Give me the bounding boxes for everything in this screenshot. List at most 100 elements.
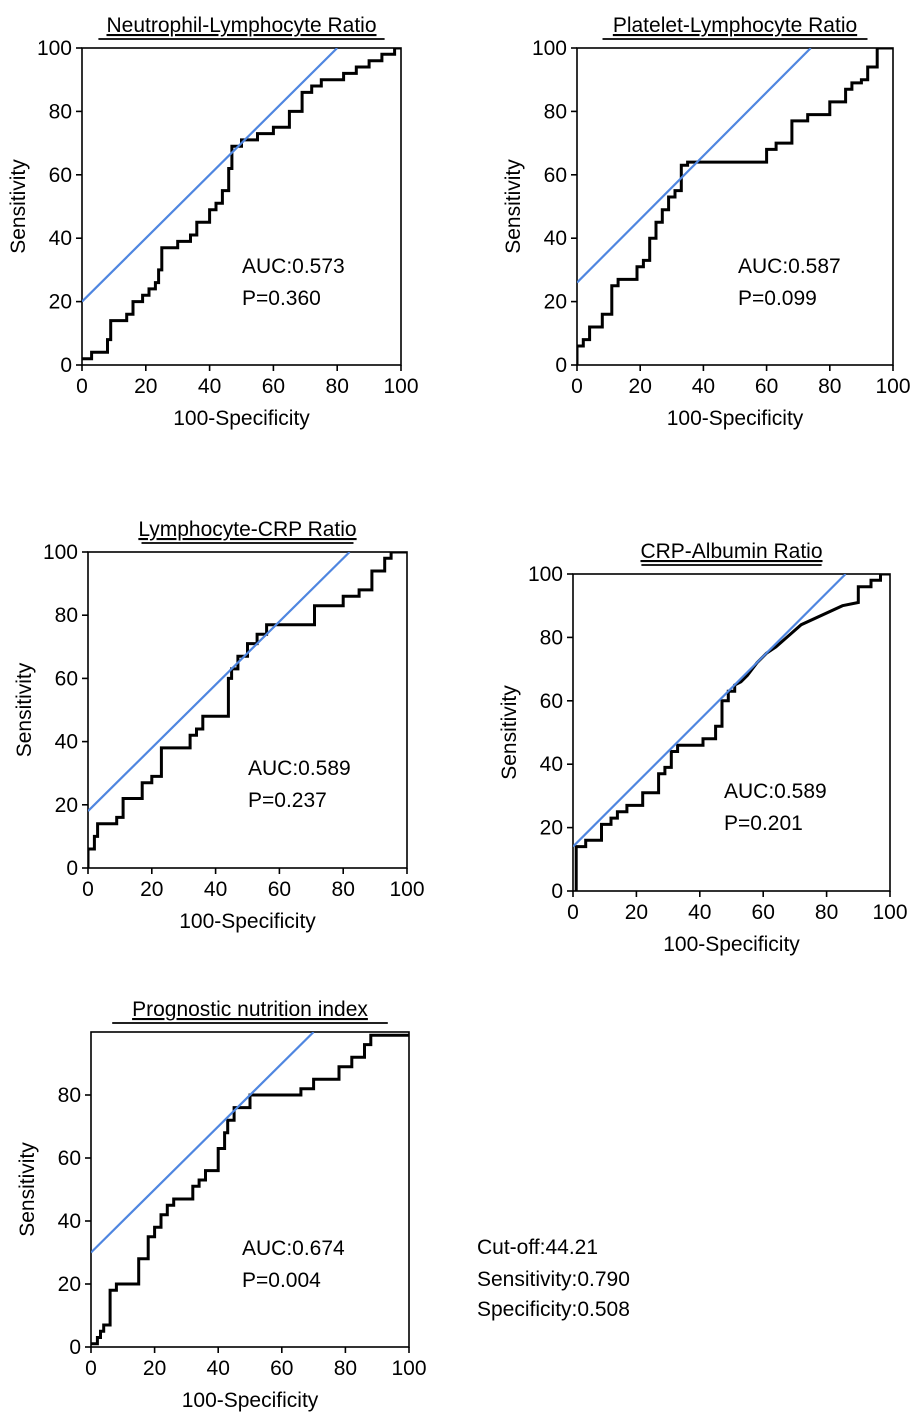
roc-curve	[574, 574, 890, 891]
sensitivity-text: Sensitivity:0.790	[477, 1268, 630, 1291]
reference-line	[82, 48, 338, 303]
chart-title: Prognostic nutrition index	[132, 998, 368, 1021]
y-tick-label: 60	[49, 164, 72, 187]
auc-label: AUC:0.573	[242, 255, 345, 278]
x-tick-label: 80	[326, 375, 349, 398]
roc-panel-5: 0 20 40 60 80 100 0 20 40 60 80 Prognostic nutritio…	[16, 998, 427, 1412]
y-axis-label: Sensitivity	[498, 685, 521, 780]
chart-title: Neutrophil-Lymphocyte Ratio	[106, 14, 376, 37]
y-tick-label: 20	[540, 817, 563, 840]
y-tick-label: 60	[544, 164, 567, 187]
y-axis-label: Sensitivity	[16, 1142, 39, 1237]
auc-label: AUC:0.587	[738, 255, 841, 278]
x-axis-label: 100-Specificity	[173, 407, 310, 430]
p-value-label: P=0.004	[242, 1269, 321, 1292]
y-tick-label: 100	[37, 37, 72, 60]
chart-title: CRP-Albumin Ratio	[640, 540, 822, 563]
x-tick-label: 20	[143, 1357, 166, 1380]
x-tick-label: 40	[688, 901, 711, 924]
p-value-label: P=0.201	[724, 812, 803, 835]
y-tick-label: 60	[55, 667, 78, 690]
y-tick-label: 40	[49, 227, 72, 250]
y-axis-label: Sensitivity	[13, 662, 36, 757]
y-tick-label: 40	[544, 227, 567, 250]
y-tick-label: 0	[555, 354, 567, 377]
y-tick-label: 0	[60, 354, 72, 377]
y-tick-label: 100	[532, 37, 567, 60]
x-tick-label: 100	[389, 878, 424, 901]
roc-panels: 0 20 40 60 80 100 0 20 40 60 80 100 Neutrophil-Lymph…	[7, 14, 911, 1412]
x-tick-label: 60	[262, 375, 285, 398]
x-tick-label: 60	[270, 1357, 293, 1380]
y-tick-label: 80	[49, 100, 72, 123]
plot-frame	[572, 573, 891, 892]
cutoff-note: Cut-off:44.21 Sensitivity:0.790 Specific…	[477, 1236, 630, 1321]
x-tick-label: 20	[134, 375, 157, 398]
y-tick-label: 80	[544, 100, 567, 123]
auc-label: AUC:0.589	[724, 780, 827, 803]
x-axis-label: 100-Specificity	[663, 933, 800, 956]
x-tick-label: 80	[815, 901, 838, 924]
p-value-label: P=0.237	[248, 789, 327, 812]
y-tick-label: 20	[49, 291, 72, 314]
y-tick-label: 60	[58, 1147, 81, 1170]
x-axis-label: 100-Specificity	[667, 407, 804, 430]
y-tick-label: 20	[55, 794, 78, 817]
reference-line	[577, 48, 812, 284]
x-tick-label: 100	[391, 1357, 426, 1380]
x-tick-label: 80	[334, 1357, 357, 1380]
y-tick-label: 20	[58, 1273, 81, 1296]
y-tick-label: 100	[528, 563, 563, 586]
x-tick-label: 100	[875, 375, 910, 398]
cutoff-text: Cut-off:44.21	[477, 1236, 598, 1259]
auc-label: AUC:0.589	[248, 757, 351, 780]
x-tick-label: 20	[140, 878, 163, 901]
reference-line	[91, 1032, 315, 1254]
p-value-label: P=0.360	[242, 287, 321, 310]
reference-line	[88, 552, 351, 812]
x-tick-label: 80	[332, 878, 355, 901]
y-tick-label: 40	[540, 753, 563, 776]
x-tick-label: 60	[755, 375, 778, 398]
specificity-text: Specificity:0.508	[477, 1298, 630, 1321]
x-tick-label: 100	[383, 375, 418, 398]
roc-panel-3: 0 20 40 60 80 100 0 20 40 60 80 100 Lymphocyte-CRP R…	[13, 518, 425, 933]
y-tick-label: 40	[58, 1210, 81, 1233]
y-tick-label: 80	[55, 604, 78, 627]
x-tick-label: 60	[752, 901, 775, 924]
y-tick-label: 0	[551, 880, 563, 903]
plot-frame	[87, 551, 408, 869]
x-tick-label: 40	[207, 1357, 230, 1380]
roc-panel-4: 0 20 40 60 80 100 0 20 40 60 80 100 CRP-Albumin Rati…	[498, 540, 908, 956]
y-tick-label: 0	[69, 1336, 81, 1359]
x-tick-label: 40	[198, 375, 221, 398]
x-tick-label: 0	[571, 375, 583, 398]
y-tick-label: 80	[540, 626, 563, 649]
p-value-label: P=0.099	[738, 287, 817, 310]
plot-frame	[90, 1031, 410, 1348]
roc-curve	[91, 1033, 409, 1346]
y-tick-label: 80	[58, 1084, 81, 1107]
roc-panel-1: 0 20 40 60 80 100 0 20 40 60 80 100 Neutrophil-Lymph…	[7, 14, 419, 430]
chart-title: Lymphocyte-CRP Ratio	[138, 518, 356, 541]
roc-curve	[577, 48, 893, 365]
plot-frame	[576, 47, 894, 366]
y-axis-label: Sensitivity	[7, 159, 30, 254]
roc-curve	[88, 552, 407, 868]
x-tick-label: 100	[872, 901, 907, 924]
x-tick-label: 0	[76, 375, 88, 398]
x-tick-label: 40	[204, 878, 227, 901]
y-tick-label: 60	[540, 690, 563, 713]
y-tick-label: 40	[55, 731, 78, 754]
x-axis-label: 100-Specificity	[179, 910, 316, 933]
y-tick-label: 20	[544, 291, 567, 314]
x-tick-label: 0	[82, 878, 94, 901]
x-tick-label: 0	[567, 901, 579, 924]
roc-curve	[82, 48, 401, 361]
roc-panel-2: 0 20 40 60 80 100 0 20 40 60 80 100 Platelet-Lymphoc…	[502, 14, 911, 430]
x-tick-label: 20	[629, 375, 652, 398]
reference-line	[573, 574, 847, 848]
y-tick-label: 100	[43, 541, 78, 564]
x-axis-label: 100-Specificity	[182, 1389, 319, 1412]
